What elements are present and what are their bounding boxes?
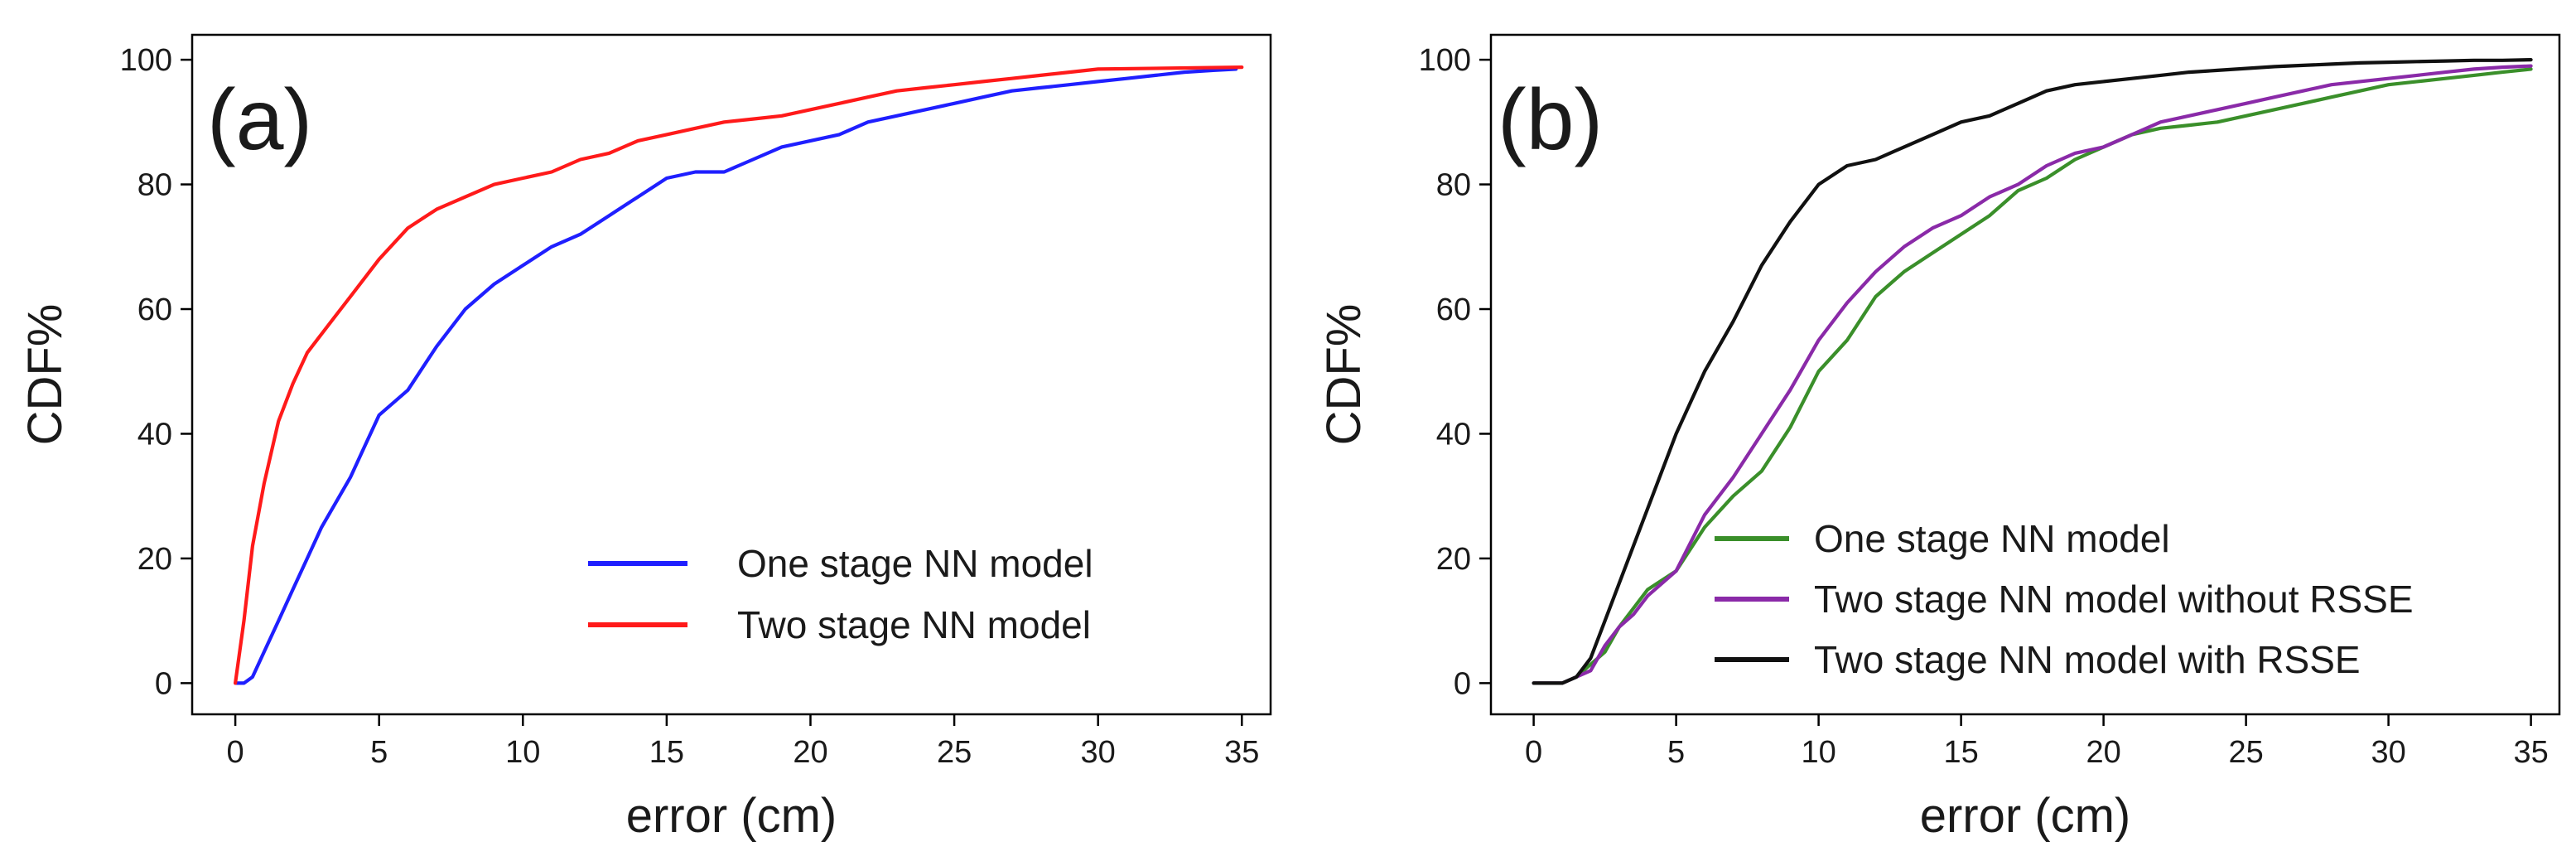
series-line-b-2: [1532, 64, 2533, 685]
x-axis-title-b: error (cm): [1920, 789, 2131, 843]
y-tick-label-a-40: 40: [137, 417, 172, 452]
x-tick-label-a-10: 10: [505, 735, 540, 770]
x-axis-b: 0 5 10 15 20 25 30 35: [1525, 714, 2549, 770]
x-tick-label-a-0: 0: [227, 735, 244, 770]
y-tick-label-a-0: 0: [155, 666, 172, 701]
y-tick-label-b-80: 80: [1436, 168, 1471, 203]
x-tick-label-b-25: 25: [2228, 735, 2263, 770]
legend-label-b-2: Two stage NN model without RSSE: [1814, 578, 2414, 621]
legend-label-a-1: One stage NN model: [737, 542, 1093, 585]
series-layer-a: [234, 65, 1244, 685]
series-line-b-3: [1532, 57, 2533, 685]
y-axis-b: 0 20 40 60 80 100: [1419, 43, 1491, 701]
x-tick-label-a-35: 35: [1224, 735, 1259, 770]
y-tick-label-b-60: 60: [1436, 293, 1471, 327]
legend-label-a-2: Two stage NN model: [737, 603, 1091, 646]
y-tick-label-b-40: 40: [1436, 417, 1471, 452]
x-tick-label-b-20: 20: [2086, 735, 2120, 770]
panel-label-a: (a): [207, 72, 312, 168]
panel-b: 0 5 10 15 20 25 30 35 0 20 40 60 80 100 One stage NN…: [1317, 33, 2561, 843]
series-layer-b: [1532, 57, 2533, 685]
panel-a: 0 5 10 15 20 25 30 35 0 20 40 60 80 100 One stage NN…: [18, 33, 1272, 843]
panel-label-b: (b): [1498, 72, 1603, 168]
plot-frame-b: [1489, 33, 2561, 716]
x-tick-label-b-35: 35: [2513, 735, 2548, 770]
x-tick-label-a-15: 15: [649, 735, 684, 770]
y-tick-label-a-80: 80: [137, 168, 172, 203]
x-tick-label-a-30: 30: [1081, 735, 1116, 770]
x-tick-label-b-15: 15: [1943, 735, 1978, 770]
y-axis-title-b: CDF%: [1317, 304, 1371, 446]
series-line-b-1: [1532, 67, 2533, 685]
x-axis-title-a: error (cm): [626, 789, 837, 843]
x-tick-label-a-20: 20: [793, 735, 827, 770]
x-tick-label-b-10: 10: [1801, 735, 1836, 770]
y-tick-label-a-100: 100: [120, 43, 172, 78]
x-tick-label-a-5: 5: [370, 735, 388, 770]
x-tick-label-b-30: 30: [2371, 735, 2405, 770]
x-tick-label-b-5: 5: [1667, 735, 1685, 770]
y-tick-label-b-100: 100: [1419, 43, 1471, 78]
y-axis-title-a: CDF%: [18, 304, 72, 446]
legend-label-b-3: Two stage NN model with RSSE: [1814, 638, 2361, 681]
y-axis-a: 0 20 40 60 80 100: [120, 43, 192, 701]
legend-a: One stage NN model Two stage NN model: [588, 542, 1093, 646]
series-line-a-1: [234, 67, 1238, 685]
legend-b: One stage NN model Two stage NN model wit…: [1715, 517, 2414, 681]
x-tick-label-b-0: 0: [1525, 735, 1542, 770]
y-tick-label-b-0: 0: [1454, 666, 1471, 701]
y-tick-label-a-20: 20: [137, 542, 172, 577]
plot-frame-a: [191, 33, 1272, 716]
series-line-a-2: [234, 65, 1244, 685]
y-tick-label-a-60: 60: [137, 293, 172, 327]
y-tick-label-b-20: 20: [1436, 542, 1471, 577]
legend-label-b-1: One stage NN model: [1814, 517, 2170, 560]
x-tick-label-a-25: 25: [937, 735, 972, 770]
x-axis-a: 0 5 10 15 20 25 30 35: [227, 714, 1259, 770]
